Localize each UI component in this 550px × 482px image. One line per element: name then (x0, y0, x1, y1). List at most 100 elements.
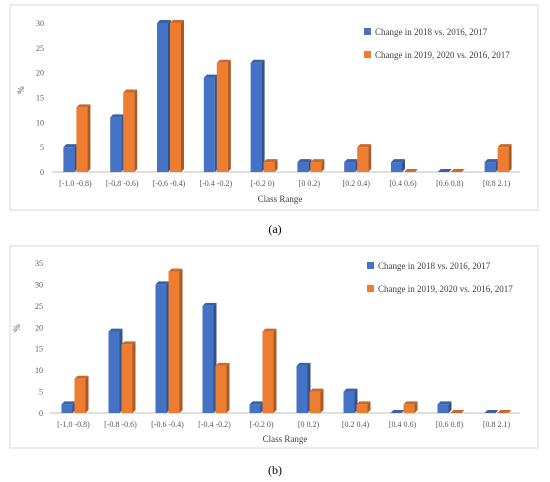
chart-a-bar-series-1 (391, 159, 405, 172)
chart-a-bar-series-2 (357, 144, 372, 172)
chart-b-bar-series-2 (262, 328, 277, 413)
chart-b-bars (61, 268, 512, 413)
chart-a-x-tick-label: [-0.8 -0.6) (106, 179, 139, 188)
chart-b-legend-swatch-2 (367, 285, 374, 292)
chart-a-bar-series-2 (263, 159, 278, 172)
chart-a-legend: Change in 2018 vs. 2016, 2017 Change in … (364, 27, 510, 60)
chart-a-bar-series-2 (123, 89, 138, 172)
chart-a-x-label: Class Range (258, 194, 303, 204)
chart-b-bar-series-1 (202, 302, 217, 413)
chart-b-bar-series-1 (296, 362, 311, 413)
chart-a-y-tick-label: 25 (36, 44, 44, 53)
chart-a-x-tick-label: [-0.6 -0.4) (153, 179, 186, 188)
chart-a-bar-series-2 (310, 159, 325, 172)
chart-a-bar-series-1 (297, 159, 312, 172)
chart-b-bar-series-1 (484, 410, 499, 413)
chart-b-x-tick-label: [-1.0 -0.8) (57, 420, 90, 429)
chart-b-bar-series-1 (437, 401, 452, 413)
chart-a-bar-series-1 (203, 74, 218, 172)
chart-b-y-tick-label: 0 (39, 409, 43, 418)
chart-a-caption: (a) (268, 222, 281, 236)
chart-a-x-tick-label: [0.4 0.6) (389, 179, 417, 188)
chart-b-y-tick-label: 30 (35, 280, 43, 289)
chart-a-legend-label-1: Change in 2018 vs. 2016, 2017 (375, 27, 488, 37)
chart-a-y-tick-label: 15 (36, 94, 44, 103)
chart-b-x-tick-label: [0.6 0.8) (436, 420, 464, 429)
chart-b-x-tick-label: [-0.8 -0.6) (104, 420, 137, 429)
chart-b-bar-series-2 (168, 268, 183, 413)
chart-b-x-label: Class Range (263, 434, 308, 444)
chart-a-bar-series-2 (216, 59, 231, 172)
chart-b-y-tick-label: 5 (39, 388, 43, 397)
chart-b-y-label: % (12, 324, 22, 332)
chart-b-y-tick-label: 20 (35, 323, 43, 332)
chart-a-x-tick-label: [0.6 0.8) (436, 179, 464, 188)
chart-a-bar-series-2 (450, 169, 465, 172)
chart-b-y-tick-label: 15 (35, 345, 43, 354)
chart-a-y-tick-label: 5 (40, 143, 44, 152)
chart-b-bar-series-2 (74, 375, 89, 413)
chart-b-bar-series-2 (403, 401, 418, 413)
chart-a-x-tick-label: [0 0.2) (299, 179, 321, 188)
chart-a-bar-series-1 (344, 159, 359, 172)
chart-a-bar-series-1 (110, 114, 125, 172)
chart-a-y-tick-label: 0 (40, 168, 44, 177)
chart-b-bar-series-2 (356, 401, 371, 413)
chart-a: 0 5 10 15 20 25 30 [-1.0 -0.8) [-0.8 -0.6) [-0.6… (9, 4, 539, 211)
chart-b-bar-series-1 (61, 401, 76, 413)
chart-a-bar-series-1 (250, 59, 265, 172)
chart-a-bar-series-1 (63, 144, 78, 172)
chart-b-bar-series-1 (108, 328, 123, 413)
chart-b-legend-swatch-1 (367, 262, 374, 269)
chart-b-bar-series-2 (309, 388, 324, 413)
chart-a-bar-series-2 (76, 104, 91, 172)
chart-b-x-tick-label: [0.8 2.1) (483, 420, 511, 429)
chart-b-bar-series-2 (497, 410, 512, 413)
chart-a-y-tick-label: 10 (36, 118, 44, 127)
chart-a-legend-label-2: Change in 2019, 2020 vs. 2016, 2017 (375, 50, 510, 60)
chart-b-legend-label-2: Change in 2019, 2020 vs. 2016, 2017 (378, 284, 513, 294)
chart-a-bar-series-1 (484, 159, 499, 172)
chart-b-x-tick-label: [0.2 0.4) (342, 420, 370, 429)
chart-b: 0 5 10 15 20 25 30 35 [-1.0 -0.8) [-0.8 -0.6) [-0… (9, 245, 539, 449)
chart-a-y-tick-label: 30 (36, 19, 44, 28)
chart-b-bar-series-1 (155, 281, 170, 413)
chart-a-y-tick-label: 20 (36, 69, 44, 78)
chart-b-x-tick-label: [0 0.2) (298, 420, 320, 429)
chart-b-bar-series-2 (121, 341, 136, 413)
chart-a-x-tick-label: [0.2 0.4) (343, 179, 371, 188)
chart-a-x-tick-label: [0.8 2.1) (483, 179, 511, 188)
chart-b-y-tick-label: 10 (35, 366, 43, 375)
chart-a-legend-swatch-2 (364, 51, 371, 58)
chart-b-x-tick-label: [0.4 0.6) (389, 420, 417, 429)
chart-b-bar-series-2 (450, 410, 465, 413)
chart-b-legend-label-1: Change in 2018 vs. 2016, 2017 (378, 261, 491, 271)
chart-a-bar-series-1 (157, 20, 171, 172)
chart-a-bar-series-2 (404, 169, 418, 172)
chart-a-y-ticks: 0 5 10 15 20 25 30 (36, 19, 44, 177)
chart-b-y-tick-label: 35 (35, 259, 43, 268)
chart-b-bar-series-1 (249, 401, 264, 413)
chart-a-legend-swatch-1 (364, 28, 371, 35)
chart-b-x-ticks: [-1.0 -0.8) [-0.8 -0.6) [-0.6 -0.4) [-0.4 -… (57, 420, 510, 429)
chart-a-x-ticks: [-1.0 -0.8) [-0.8 -0.6) [-0.6 -0.4) [-0.4 -… (59, 179, 511, 188)
chart-a-x-tick-label: [-1.0 -0.8) (59, 179, 92, 188)
chart-a-x-tick-label: [-0.4 -0.2) (199, 179, 232, 188)
chart-a-bars (63, 20, 512, 172)
chart-b-caption: (b) (268, 463, 282, 477)
chart-b-x-tick-label: [-0.2 0) (250, 420, 274, 429)
chart-a-frame (9, 4, 539, 211)
chart-b-bar-series-1 (390, 410, 405, 413)
chart-a-x-tick-label: [-0.2 0) (251, 179, 275, 188)
chart-b-x-tick-label: [-0.6 -0.4) (151, 420, 184, 429)
chart-b-bar-series-2 (215, 362, 230, 413)
chart-b-legend: Change in 2018 vs. 2016, 2017 Change in … (367, 261, 513, 294)
chart-b-y-ticks: 0 5 10 15 20 25 30 35 (35, 259, 43, 418)
chart-b-y-tick-label: 25 (35, 302, 43, 311)
chart-a-bar-series-2 (170, 20, 184, 172)
chart-a-y-label: % (16, 86, 26, 94)
chart-b-bar-series-1 (343, 388, 358, 413)
chart-a-bar-series-2 (497, 144, 512, 172)
chart-a-bar-series-1 (437, 169, 452, 172)
